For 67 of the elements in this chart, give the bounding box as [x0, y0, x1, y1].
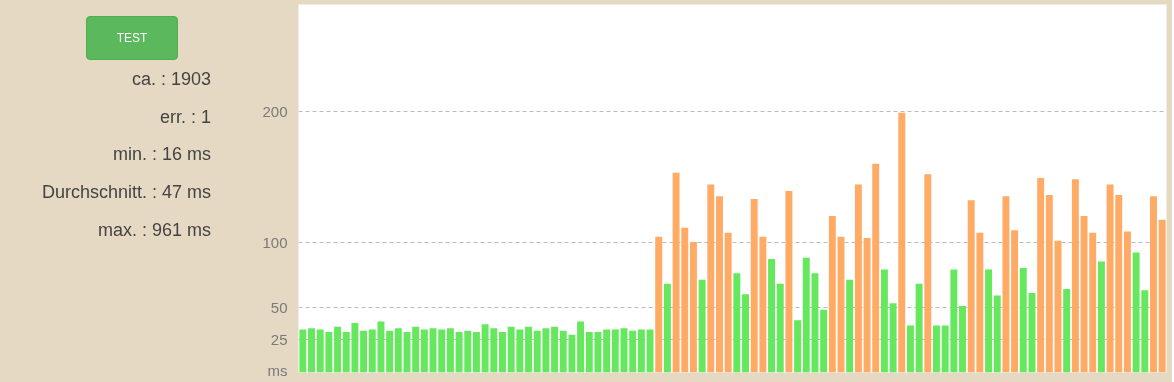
bar	[906, 325, 914, 373]
bar	[629, 330, 637, 373]
y-tick-label: 25	[270, 331, 288, 349]
bar	[820, 309, 828, 373]
bar	[525, 326, 532, 373]
bar	[915, 283, 923, 373]
bar	[551, 326, 559, 373]
bar	[1071, 179, 1079, 373]
bar	[1158, 219, 1166, 373]
bar	[889, 303, 897, 373]
bar	[742, 294, 749, 373]
bar	[394, 328, 402, 373]
text: min. : 16 ms	[111, 143, 211, 167]
bar	[733, 273, 741, 373]
bar	[716, 196, 723, 373]
text: Durchschnitt. : 47 ms	[40, 181, 211, 205]
bar	[959, 305, 966, 373]
bar	[724, 232, 732, 373]
bar	[828, 215, 836, 373]
bar	[611, 329, 619, 373]
bar	[698, 279, 706, 373]
bar	[1063, 288, 1071, 373]
bar	[993, 295, 1001, 373]
bar	[360, 330, 368, 373]
bar	[1150, 196, 1157, 373]
bar	[603, 329, 611, 373]
text: max. : 961 ms	[96, 218, 211, 242]
y-tick-label: 100	[262, 233, 288, 251]
bar	[308, 328, 315, 373]
bar	[768, 258, 776, 373]
bar	[577, 321, 585, 373]
bar	[933, 325, 940, 373]
bar	[854, 184, 862, 373]
y-tick-label: 50	[270, 298, 288, 316]
text: ca. : 1903	[130, 68, 211, 91]
bar	[1123, 231, 1131, 373]
bar	[794, 320, 802, 373]
bar	[898, 112, 906, 373]
bar	[446, 328, 454, 373]
bar	[386, 330, 394, 373]
bar	[924, 174, 932, 373]
bar	[785, 191, 793, 373]
y-tick-label: ms	[267, 361, 288, 379]
bar	[472, 332, 480, 373]
y-tick-label: 200	[262, 103, 288, 121]
bar	[1097, 261, 1105, 373]
bar	[1037, 178, 1045, 373]
bar	[1045, 195, 1053, 373]
bar	[334, 326, 342, 373]
bar	[689, 242, 697, 373]
bar	[655, 236, 663, 373]
text: err. : 1	[158, 105, 211, 129]
bar	[499, 332, 506, 373]
bar	[299, 329, 307, 373]
text: TEST	[86, 16, 178, 60]
bar	[707, 184, 715, 373]
bar	[776, 283, 784, 373]
bar	[985, 269, 993, 373]
bar	[880, 269, 888, 373]
bar	[637, 329, 645, 373]
bar	[420, 329, 428, 373]
bar	[846, 279, 854, 373]
bar	[663, 283, 671, 373]
bar	[1002, 196, 1010, 373]
bar	[1011, 230, 1019, 373]
bar	[412, 326, 420, 373]
bar	[646, 329, 654, 373]
